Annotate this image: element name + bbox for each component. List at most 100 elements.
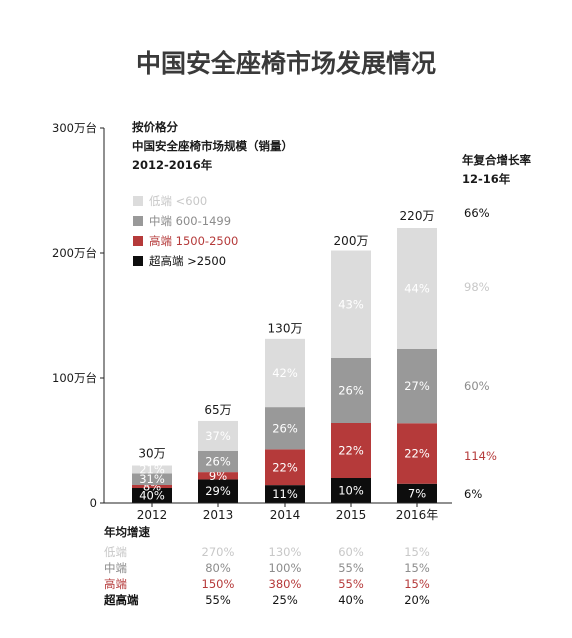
segment-label: 10% [338,484,364,498]
table-row-label: 高端 [104,577,127,591]
subtitle-line: 按价格分 [132,120,178,134]
x-tick-label: 2014 [270,508,301,522]
y-tick-label: 100万台 [52,371,97,385]
bar-total-label: 65万 [204,403,231,417]
bar-segment-mid [397,349,437,424]
cagr-value-premium: 6% [464,487,482,501]
segment-label: 26% [338,384,364,398]
x-tick-label: 2016年 [396,508,439,522]
bar-segment-low [331,250,371,358]
bar-segment-high [265,449,305,486]
legend-label-low: 低端 <600 [149,194,207,208]
cagr-value-low: 98% [464,280,490,294]
bar-segment-premium [397,483,437,503]
table-cell: 25% [272,593,298,607]
segment-label: 44% [404,282,430,296]
table-cell: 380% [269,577,302,591]
legend-label-mid: 中端 600-1499 [149,214,231,228]
segment-label: 22% [272,460,298,474]
segment-label: 9% [209,469,227,483]
cagr-value-mid: 60% [464,379,490,393]
y-tick-label: 200万台 [52,246,97,260]
bar-segment-low [132,465,172,474]
table-row-label: 超高端 [103,593,139,607]
table-cell: 40% [338,593,364,607]
subtitle-line: 中国安全座椅市场规模（销量） [132,139,293,153]
bar-segment-mid [331,358,371,423]
bar-segment-high [132,485,172,488]
table-cell: 55% [205,593,231,607]
bar-segment-high [331,423,371,478]
x-tick-label: 2012 [137,508,168,522]
bar-segment-mid [132,473,172,485]
bar-segment-mid [198,451,238,473]
segment-label: 40% [139,489,165,503]
table-cell: 15% [404,561,430,575]
segment-label: 26% [205,455,231,469]
segment-label: 37% [205,429,231,443]
segment-label: 7% [408,486,426,500]
table-cell: 55% [338,561,364,575]
x-axis: 2012 2013 2014 2015 2016年 [104,502,452,522]
legend-swatch-mid [133,216,143,226]
x-tick-label: 2013 [203,508,234,522]
y-tick-label: 300万台 [52,121,97,135]
bar-total-label: 200万 [334,234,369,248]
table-header: 年均增速 [104,525,150,539]
bar-segment-high [198,472,238,480]
table-cell: 60% [338,545,364,559]
y-axis: 0 100万台 200万台 300万台 [52,121,105,510]
bar-segment-high [397,423,437,484]
legend-swatch-low [133,196,143,206]
bar-segment-premium [198,479,238,503]
segment-label: 42% [272,366,298,380]
cagr-header-line: 年复合增长率 [462,153,531,167]
legend-swatch-high [133,236,143,246]
segment-label: 11% [272,487,298,501]
table-cell: 80% [205,561,231,575]
bar-segment-low [265,338,305,408]
table-cell: 130% [269,545,302,559]
bar-total-label: 130万 [268,322,303,336]
table-cell: 15% [404,545,430,559]
segment-label: 27% [404,379,430,393]
bar-segment-premium [331,478,371,503]
subtitle-line: 2012-2016年 [132,158,213,172]
table-cell: 150% [202,577,235,591]
chart-title: 中国安全座椅市场发展情况 [136,49,436,78]
table-cell: 100% [269,561,302,575]
cagr-column: 66% 6% 114% 60% 98% [464,206,497,501]
bar-segment-premium [132,488,172,503]
bars-group: 40%8%31%21%30万29%9%26%37%65万11%22%26%42%… [132,209,437,503]
cagr-value-high: 114% [464,449,497,463]
legend-label-premium: 超高端 >2500 [149,254,226,268]
bar-segment-mid [265,407,305,450]
bar-total-label: 220万 [400,209,435,223]
cagr-header-line: 12-16年 [462,172,511,186]
legend-swatch-premium [133,256,143,266]
legend: 低端 <600 中端 600-1499 高端 1500-2500 超高端 >2500 [133,194,238,268]
x-tick-label: 2015 [336,508,367,522]
bar-total-label: 30万 [138,447,165,461]
segment-label: 31% [139,472,165,486]
legend-label-high: 高端 1500-2500 [149,234,238,248]
table-cell: 20% [404,593,430,607]
table-cell: 15% [404,577,430,591]
table-cell: 270% [202,545,235,559]
segment-label: 29% [205,484,231,498]
table-row-label: 低端 [104,545,127,559]
bar-segment-low [198,420,238,451]
segment-label: 22% [404,447,430,461]
segment-label: 43% [338,297,364,311]
cagr-total: 66% [464,206,490,220]
cagr-header: 年复合增长率 12-16年 [462,153,531,186]
bar-segment-low [397,228,437,349]
bar-segment-premium [265,485,305,503]
y-tick-label: 0 [90,496,97,510]
segment-label: 21% [139,462,165,476]
table-cell: 55% [338,577,364,591]
segment-label: 22% [338,444,364,458]
